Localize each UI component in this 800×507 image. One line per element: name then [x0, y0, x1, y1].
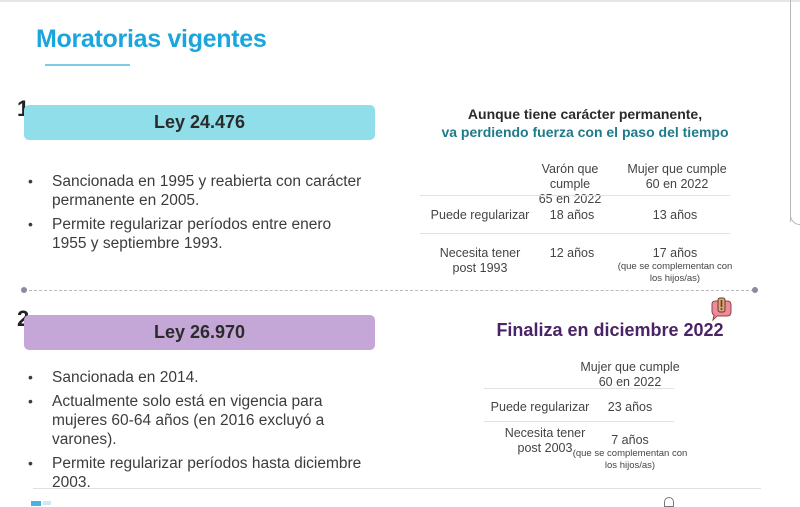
bullet-item: Sancionada en 1995 y reabierta con carác… [28, 172, 368, 210]
subheading-line-2: va perdiendo fuerza con el paso del tiem… [441, 124, 729, 140]
table-divider [484, 388, 674, 389]
table-divider [484, 421, 674, 422]
table-header-varon: Varón que cumple 65 en 2022 [538, 162, 602, 206]
section-2-law-label: Ley 26.970 [153, 322, 246, 342]
top-border [0, 0, 800, 2]
section-1-subheading: Aunque tiene carácter permanente, va per… [420, 105, 750, 141]
table-cell: 7 años (que se complementan con los hijo… [572, 433, 688, 471]
section-2-headline: Finaliza en diciembre 2022 [496, 320, 724, 340]
bullet-item: Actualmente solo está en vigencia para m… [28, 392, 378, 449]
table-header-mujer: Mujer que cumple 60 en 2022 [627, 162, 727, 191]
section-1-bullets: Sancionada en 1995 y reabierta con carác… [28, 172, 368, 258]
table-divider [420, 195, 730, 196]
divider-dot [752, 287, 758, 293]
table-row-label: Puede regularizar [430, 208, 530, 222]
bullet-item: Sancionada en 2014. [28, 368, 378, 387]
section-2-bullets: Sancionada en 2014. Actualmente solo est… [28, 368, 378, 497]
page-title: Moratorias vigentes [36, 25, 267, 53]
footer-logo [31, 501, 41, 506]
table-row-label: Necesita tener post 2003 [504, 426, 586, 455]
footer-logo-text [43, 501, 51, 505]
page-edge-corner [790, 210, 800, 225]
section-1-law-bar: Ley 24.476 [24, 105, 375, 140]
subheading-line-1: Aunque tiene carácter permanente, [467, 106, 703, 122]
table-cell: 13 años [652, 208, 698, 222]
alert-speech-bubble-icon [711, 297, 732, 322]
table-divider [420, 233, 730, 234]
table-row-label: Puede regularizar [490, 400, 590, 414]
section-1-law-label: Ley 24.476 [153, 112, 246, 132]
section-divider [24, 290, 754, 291]
page-edge [790, 0, 791, 222]
divider-dot [21, 287, 27, 293]
section-2-law-bar: Ley 26.970 [24, 315, 375, 350]
bullet-item: Permite regularizar períodos entre enero… [28, 215, 368, 253]
table-header-mujer: Mujer que cumple 60 en 2022 [580, 360, 680, 389]
table-cell: 12 años [549, 246, 595, 260]
table-cell: 17 años (que se complementan con los hij… [617, 246, 733, 284]
title-underline [45, 64, 130, 66]
table-cell: 23 años [607, 400, 653, 414]
footer-divider [33, 488, 761, 489]
table-cell: 18 años [549, 208, 595, 222]
bullet-item: Permite regularizar períodos hasta dicie… [28, 454, 378, 492]
table-row-label: Necesita tener post 1993 [439, 246, 521, 275]
